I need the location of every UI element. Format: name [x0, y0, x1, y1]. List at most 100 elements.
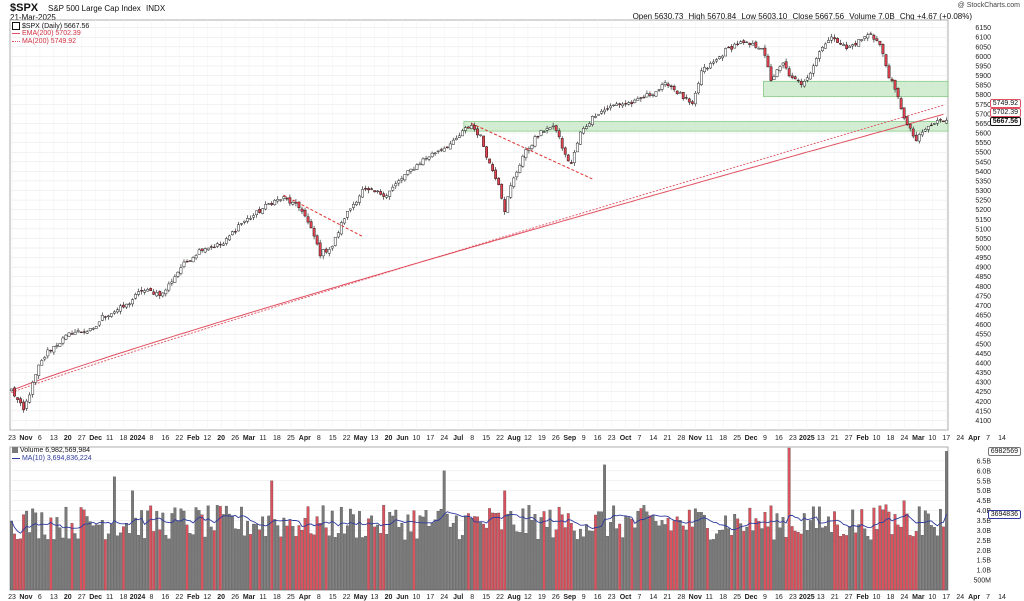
volume-bar [790, 526, 794, 591]
candle-body [860, 39, 864, 41]
candle-body [467, 126, 470, 129]
candle-body [533, 136, 537, 147]
price-y-tick-label: 4100 [975, 418, 991, 425]
chart-date: 21-Mar-2025 [10, 13, 56, 22]
candle-body [339, 222, 343, 235]
price-x-tick-label: 13 [371, 435, 379, 442]
candle-body [361, 189, 364, 198]
volume-x-tick-label: 13 [371, 594, 379, 601]
candle-body [745, 41, 749, 44]
price-y-tick-label: 4700 [975, 303, 991, 310]
volume-y-tick-label: 6.0B [977, 468, 992, 475]
candle-body [884, 54, 888, 66]
candle-body [706, 67, 709, 70]
volume-bar [911, 536, 915, 591]
price-x-tick-label: 2024 [130, 435, 146, 442]
candle-body [866, 34, 870, 39]
candle-body [454, 137, 458, 141]
volume-x-tick-label: 17 [426, 594, 434, 601]
candle-body [218, 243, 222, 246]
volume-bar [339, 506, 343, 591]
candle-body [681, 92, 685, 99]
volume-bar [509, 511, 513, 591]
candle-body [231, 231, 234, 236]
volume-bar [566, 513, 570, 591]
candle-body [563, 147, 567, 155]
price-y-tick-label: 5200 [975, 207, 991, 214]
candle-body [693, 92, 697, 105]
candle-body [240, 223, 243, 225]
volume-bar [109, 523, 113, 591]
volume-bar [128, 533, 131, 591]
candle-body [394, 183, 398, 187]
price-x-tick-label: 9 [763, 435, 767, 442]
candle-body [933, 123, 936, 125]
volume-bar [500, 529, 504, 591]
volume-bar [61, 537, 65, 591]
candle-body [119, 305, 122, 312]
volume-bar [406, 514, 410, 591]
volume-bar [712, 539, 715, 591]
candle-body [760, 48, 764, 50]
candle-body [164, 289, 168, 295]
volume-bar [642, 505, 646, 591]
volume-x-tick-label: 7 [638, 594, 642, 601]
volume-bar [775, 513, 779, 591]
volume-bar [288, 519, 292, 591]
volume-bar [176, 520, 180, 591]
price-x-tick-label: 20 [64, 435, 72, 442]
volume-x-tick-label: 16 [594, 594, 602, 601]
legend-vol-ma-swatch [12, 457, 20, 459]
candle-body [237, 224, 240, 232]
price-x-tick-label: 12 [524, 435, 532, 442]
vol-ma-value-badge: 3694836 [987, 510, 1021, 519]
volume-bar [482, 523, 485, 591]
candle-body [445, 146, 449, 148]
candle-body [167, 283, 171, 291]
volume-bar [696, 512, 700, 591]
volume-bar [197, 510, 201, 591]
volume-bar [106, 533, 110, 591]
volume-x-tick-label: 8 [317, 594, 321, 601]
candle-body [134, 294, 137, 299]
volume-bar [394, 509, 398, 591]
volume-x-tick-label: 25 [287, 594, 295, 601]
volume-x-tick-label: Feb [856, 594, 868, 601]
price-x-tick-label: Oct [620, 435, 632, 442]
candle-body [796, 79, 800, 82]
volume-bar [273, 519, 277, 591]
volume-bar [88, 521, 92, 591]
volume-bar [442, 470, 446, 591]
volume-bar [681, 525, 685, 591]
candle-body [851, 44, 855, 47]
candle-body [754, 41, 758, 48]
volume-bar [554, 529, 558, 591]
volume-x-tick-label: Nov [19, 594, 32, 601]
volume-bar [397, 527, 401, 591]
candle-body [197, 249, 201, 255]
price-x-tick-label: 14 [998, 435, 1006, 442]
volume-bar [355, 537, 358, 591]
price-x-tick-label: 18 [719, 435, 727, 442]
volume-bar [164, 535, 168, 591]
volume-bar [327, 535, 331, 591]
candle-body [409, 168, 413, 172]
candle-body [28, 394, 32, 403]
volume-bar [530, 520, 534, 591]
candle-body [585, 126, 588, 129]
volume-bar [451, 522, 455, 591]
volume-bar [64, 506, 68, 591]
candle-body [606, 108, 609, 110]
volume-bar [563, 527, 567, 591]
volume-x-tick-label: 27 [845, 594, 853, 601]
candle-body [775, 69, 779, 77]
candle-body [939, 119, 942, 121]
candle-body [206, 247, 210, 251]
volume-x-tick-label: 26 [231, 594, 239, 601]
volume-bar [848, 526, 852, 591]
candle-body [73, 331, 77, 335]
volume-value: 7.0B [878, 12, 895, 21]
price-x-tick-label: 26 [231, 435, 239, 442]
volume-bar [899, 526, 903, 591]
candle-body [376, 190, 380, 193]
